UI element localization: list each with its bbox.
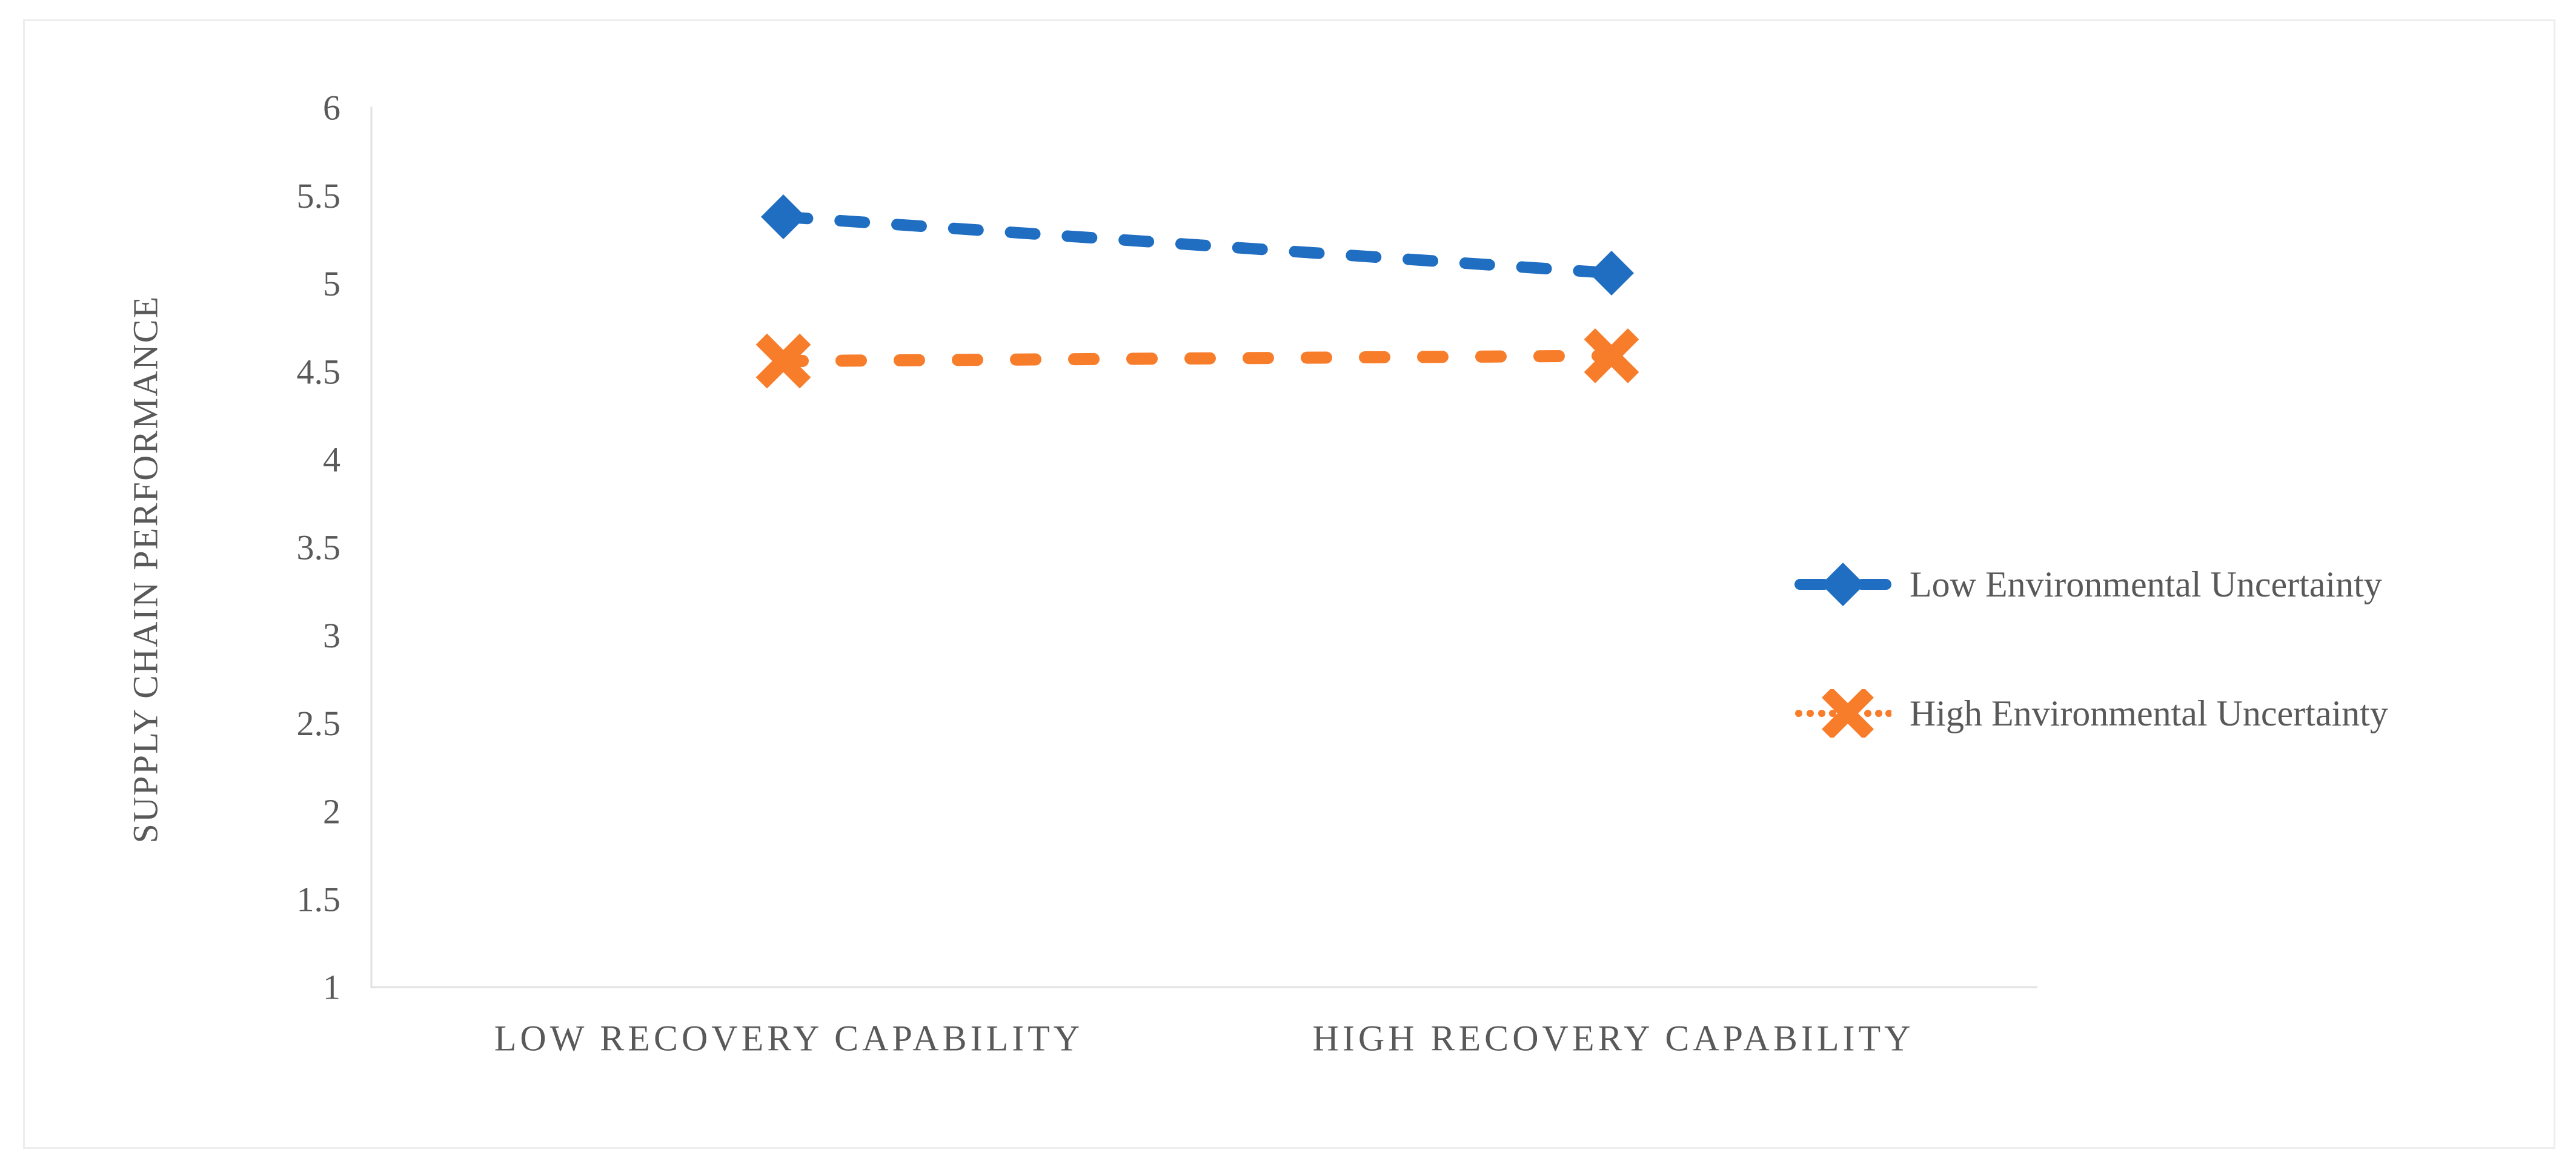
x-category-label-low-recovery: LOW RECOVERY CAPABILITY [494, 1018, 1084, 1059]
y-tick-label: 2 [323, 792, 340, 831]
x-marker [1584, 328, 1639, 383]
y-axis-title: SUPPLY CHAIN PERFORMANCE [125, 295, 165, 844]
series-line-0 [777, 211, 1618, 279]
axes [370, 107, 2037, 988]
legend-marker-dash-diamond-icon [1794, 563, 1891, 606]
y-tick-label: 1 [323, 968, 340, 1007]
y-tick-label: 2.5 [297, 704, 341, 743]
y-tick-label: 1.5 [297, 880, 341, 919]
legend-label-high-environmental-uncertainty: High Environmental Uncertainty [1910, 693, 2388, 733]
diamond-marker [1589, 250, 1634, 296]
chart-frame [23, 19, 2555, 1149]
legend-item-high-environmental-uncertainty: High Environmental Uncertainty [1794, 689, 2388, 738]
y-axis-tick-labels: 6 5.5 5 4.5 4 3.5 3 2.5 2 1.5 1 [297, 88, 341, 1007]
series-lines-and-markers [755, 194, 1639, 389]
legend-marker-dot-x-icon [1795, 689, 1891, 738]
series-line-1 [777, 349, 1618, 368]
y-tick-label: 6 [323, 88, 340, 128]
x-marker [755, 333, 811, 389]
y-tick-label: 5 [323, 264, 340, 303]
y-tick-label: 3 [323, 616, 340, 655]
y-tick-label: 4.5 [297, 352, 341, 391]
x-category-label-high-recovery: HIGH RECOVERY CAPABILITY [1312, 1018, 1914, 1059]
y-tick-label: 4 [323, 440, 340, 480]
legend-item-low-environmental-uncertainty: Low Environmental Uncertainty [1794, 560, 2382, 609]
legend-label-low-environmental-uncertainty: Low Environmental Uncertainty [1910, 564, 2382, 604]
diamond-marker [761, 194, 806, 240]
y-tick-label: 3.5 [297, 528, 341, 567]
y-tick-label: 5.5 [297, 176, 341, 216]
